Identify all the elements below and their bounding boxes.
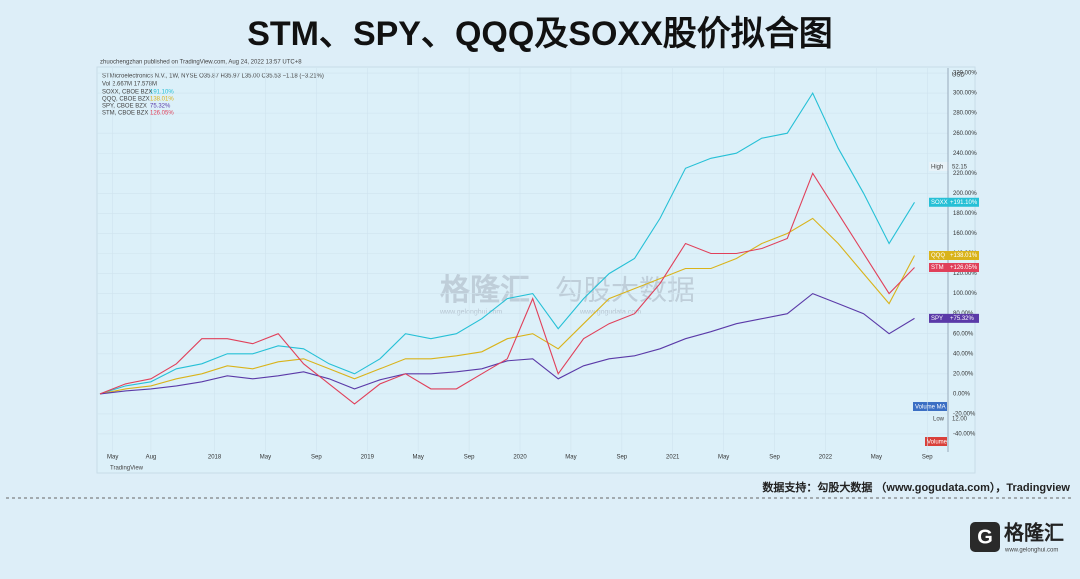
legend-name: QQQ, CBOE BZX xyxy=(102,97,150,103)
title: STM、SPY、QQQ及SOXX股价拟合图 xyxy=(247,15,833,53)
series-line xyxy=(99,292,915,395)
series-line xyxy=(99,217,915,395)
price-tag-name: QQQ xyxy=(931,253,945,259)
logo-icon xyxy=(970,522,1000,552)
tag: High xyxy=(931,165,943,171)
y-tick-label: 160.00% xyxy=(953,231,977,237)
x-tick-label: 2021 xyxy=(666,455,680,461)
tag: Volume xyxy=(927,440,948,446)
y-tick-label: 40.00% xyxy=(953,351,974,357)
watermark2-url: www.gogudata.com xyxy=(579,309,641,316)
y-tick-label: 220.00% xyxy=(953,171,977,177)
publisher: zhuochengzhan published on TradingView.c… xyxy=(100,60,302,66)
y-tick-label: 300.00% xyxy=(953,91,977,97)
y-tick-label: 180.00% xyxy=(953,211,977,217)
x-tick-label: May xyxy=(413,455,424,461)
currency: USD xyxy=(952,73,965,79)
watermark-url: www.gelonghui.com xyxy=(439,309,502,316)
source: 数据支持：勾股大数据 （www.gogudata.com），Tradingvie… xyxy=(762,480,1070,494)
tag: Low xyxy=(933,417,945,423)
legend-name: SOXX, CBOE BZX xyxy=(102,90,152,96)
tag-bg xyxy=(929,162,949,171)
x-tick-label: Sep xyxy=(769,455,780,461)
x-tick-label: 2019 xyxy=(361,455,375,461)
symbol-line: STMicroelectronics N.V., 1W, NYSE O35.87… xyxy=(102,74,324,80)
y-tick-label: -20.00% xyxy=(953,412,976,418)
tag-bg xyxy=(913,402,947,411)
price-tag-name: STM xyxy=(931,265,944,271)
legend-value: 191.10% xyxy=(150,90,174,96)
price-tag: +75.32% xyxy=(950,316,975,322)
x-tick-label: Sep xyxy=(464,455,475,461)
price-tag: +138.01% xyxy=(950,253,978,259)
watermark2: 勾股大数据 xyxy=(555,274,695,305)
x-tick-label: May xyxy=(107,455,118,461)
y-tick-label: 320.00% xyxy=(953,71,977,77)
tag: 12.00 xyxy=(952,417,968,423)
y-tick-label: 100.00% xyxy=(953,291,977,297)
y-tick-label: -40.00% xyxy=(953,432,976,438)
tag-bg xyxy=(925,437,947,446)
tag: Volume MA xyxy=(915,405,946,411)
price-tag: +191.10% xyxy=(950,200,978,206)
legend-value: 126.05% xyxy=(150,111,174,117)
logo-url: www.gelonghui.com xyxy=(1004,548,1058,554)
x-tick-label: Sep xyxy=(616,455,627,461)
y-tick-label: 60.00% xyxy=(953,331,974,337)
y-tick-label: 280.00% xyxy=(953,111,977,117)
legend-name: SPY, CBOE BZX xyxy=(102,104,147,110)
x-tick-label: May xyxy=(871,455,882,461)
price-tag-name: SOXX xyxy=(931,200,948,206)
tag: 52.15 xyxy=(952,165,968,171)
volume-line: Vol 2.667M 17.578M xyxy=(102,82,157,88)
x-tick-label: 2022 xyxy=(819,455,833,461)
y-tick-label: 240.00% xyxy=(953,151,977,157)
price-tag-bg xyxy=(929,262,979,272)
price-tag-bg xyxy=(929,313,979,323)
legend-value: 138.01% xyxy=(150,97,174,103)
y-tick-label: 0.00% xyxy=(953,391,971,397)
chart-panel xyxy=(96,66,976,474)
series-line xyxy=(99,91,915,395)
x-tick-label: Aug xyxy=(146,455,157,461)
x-tick-label: May xyxy=(260,455,271,461)
legend-name: STM, CBOE BZX xyxy=(102,111,148,117)
x-tick-label: May xyxy=(718,455,729,461)
price-tag-bg xyxy=(929,197,979,207)
price-tag-bg xyxy=(929,251,979,261)
logo-icon-text: G xyxy=(977,526,993,548)
x-tick-label: 2020 xyxy=(513,455,527,461)
x-tick-label: Sep xyxy=(311,455,322,461)
logo: 格隆汇 xyxy=(1004,520,1064,544)
x-tick-label: 2018 xyxy=(208,455,222,461)
watermark: 格隆汇 xyxy=(440,274,530,307)
series-line xyxy=(99,172,915,405)
y-tick-label: 120.00% xyxy=(953,271,977,277)
x-tick-label: May xyxy=(565,455,576,461)
y-tick-label: 260.00% xyxy=(953,131,977,137)
y-tick-label: 200.00% xyxy=(953,191,977,197)
y-tick-label: 20.00% xyxy=(953,371,974,377)
legend-value: 75.32% xyxy=(150,104,171,110)
x-tick-label: Sep xyxy=(922,455,933,461)
brand: TradingView xyxy=(110,466,144,472)
price-tag: +126.05% xyxy=(950,265,978,271)
price-tag-name: SPY xyxy=(931,316,943,322)
